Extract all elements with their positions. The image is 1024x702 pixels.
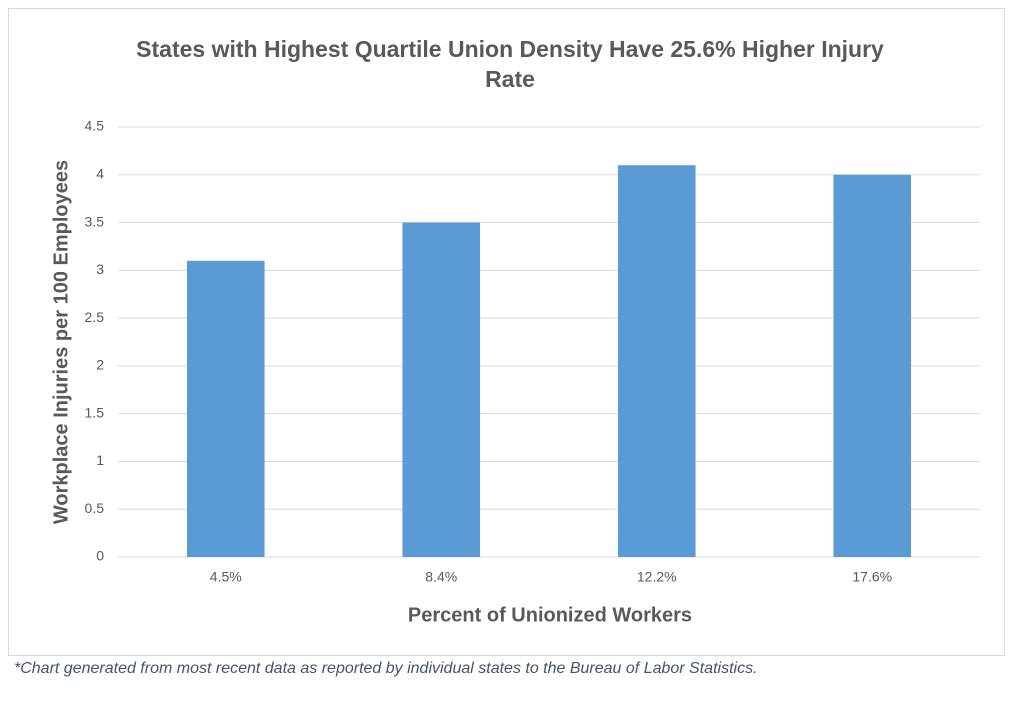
x-tick-label: 8.4%	[425, 569, 457, 585]
y-tick-label: 4	[96, 165, 104, 181]
y-tick-label: 3	[96, 261, 104, 277]
chart-title: States with Highest Quartile Union Densi…	[136, 36, 884, 92]
bar	[617, 165, 696, 557]
y-tick-label: 4.5	[85, 118, 105, 134]
y-axis-title: Workplace Injuries per 100 Employees	[50, 160, 72, 524]
x-tick-label: 12.2%	[637, 569, 677, 585]
x-tick-label: 17.6%	[852, 569, 892, 585]
y-tick-label: 2.5	[85, 309, 105, 325]
y-tick-label: 0	[96, 548, 104, 564]
bar	[833, 174, 912, 557]
bar	[186, 260, 265, 557]
y-tick-label: 0.5	[85, 500, 105, 516]
chart-frame	[8, 8, 1005, 656]
y-tick-label: 2	[96, 357, 104, 373]
footnote: *Chart generated from most recent data a…	[14, 660, 758, 677]
x-tick-label: 4.5%	[210, 569, 242, 585]
x-axis-title: Percent of Unionized Workers	[408, 604, 692, 626]
y-tick-label: 1	[96, 452, 104, 468]
bar	[402, 222, 481, 558]
y-tick-label: 1.5	[85, 404, 105, 420]
y-tick-label: 3.5	[85, 213, 105, 229]
